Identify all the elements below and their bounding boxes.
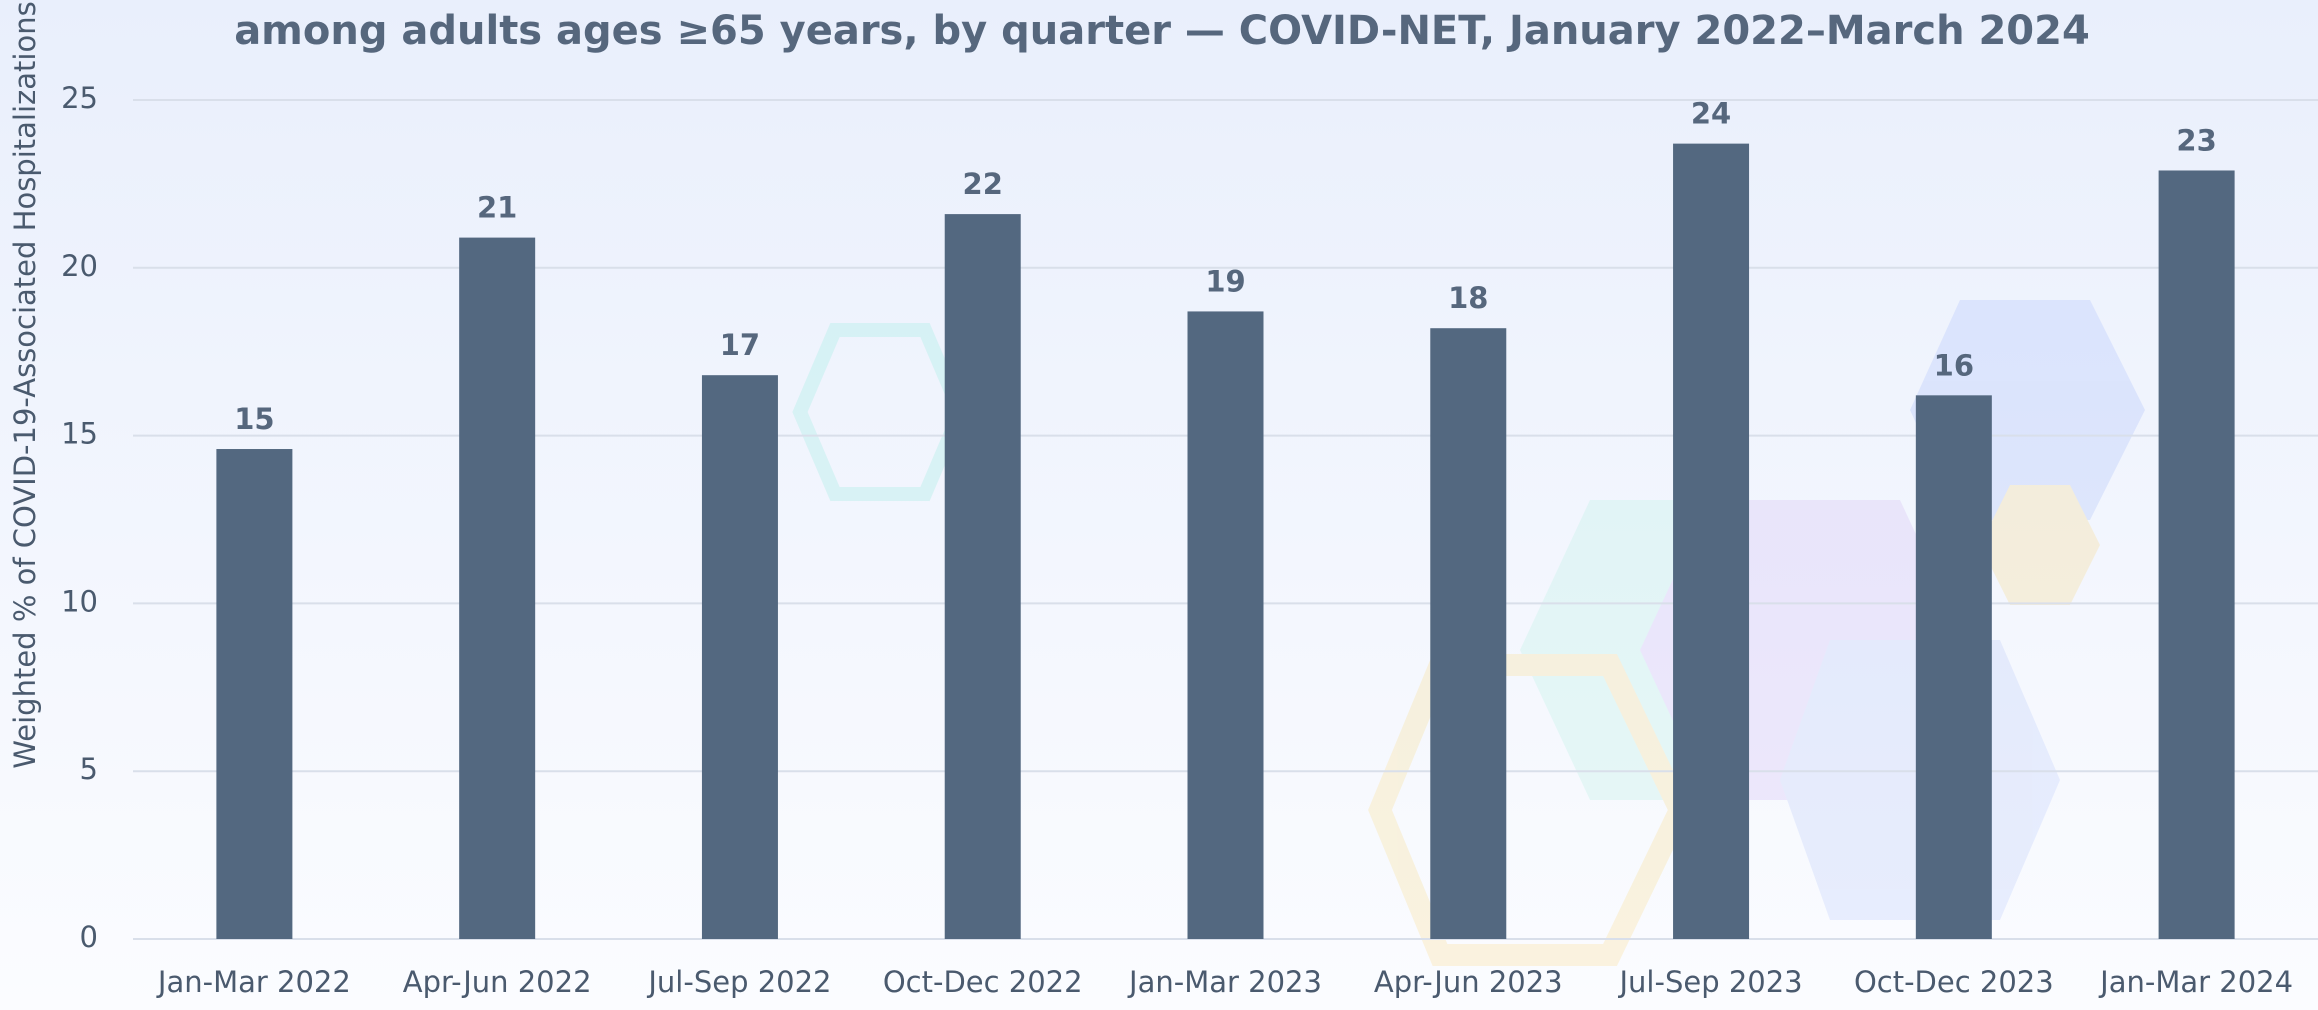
chart-title: among adults ages ≥65 years, by quarter …: [234, 8, 2090, 54]
value-label: 15: [234, 402, 274, 436]
value-label: 21: [477, 191, 517, 225]
x-tick-label: Apr-Jun 2023: [1374, 965, 1563, 999]
x-tick-label: Oct-Dec 2023: [1854, 965, 2054, 999]
bar: [1915, 395, 1992, 939]
y-tick-label: 25: [61, 81, 98, 115]
y-axis-title: Weighted % of COVID-19-Associated Hospit…: [8, 1, 42, 768]
value-label: 23: [2176, 123, 2216, 157]
bar: [216, 449, 293, 939]
x-tick-label: Jul-Sep 2022: [646, 965, 831, 999]
y-tick-label: 15: [61, 417, 98, 451]
y-tick-label: 10: [61, 584, 98, 618]
bar: [1187, 311, 1264, 940]
value-label: 19: [1205, 264, 1245, 298]
y-tick-label: 20: [61, 249, 98, 283]
x-tick-label: Oct-Dec 2022: [883, 965, 1083, 999]
bar: [459, 237, 536, 939]
x-tick-label: Apr-Jun 2022: [403, 965, 592, 999]
x-tick-label: Jul-Sep 2023: [1617, 965, 1802, 999]
x-tick-label: Jan-Mar 2024: [2098, 965, 2293, 999]
bar: [944, 214, 1021, 939]
bar: [2158, 170, 2235, 939]
value-label: 22: [963, 167, 1003, 201]
value-label: 16: [1934, 348, 1974, 382]
value-label: 17: [720, 328, 760, 362]
value-label: 18: [1448, 281, 1488, 315]
bar: [1673, 143, 1750, 940]
x-tick-label: Jan-Mar 2022: [156, 965, 351, 999]
bar: [1430, 328, 1507, 939]
value-label: 24: [1691, 97, 1731, 131]
y-tick-label: 5: [80, 752, 98, 786]
bar: [701, 375, 778, 939]
y-tick-label: 0: [80, 920, 98, 954]
x-tick-label: Jan-Mar 2023: [1127, 965, 1322, 999]
